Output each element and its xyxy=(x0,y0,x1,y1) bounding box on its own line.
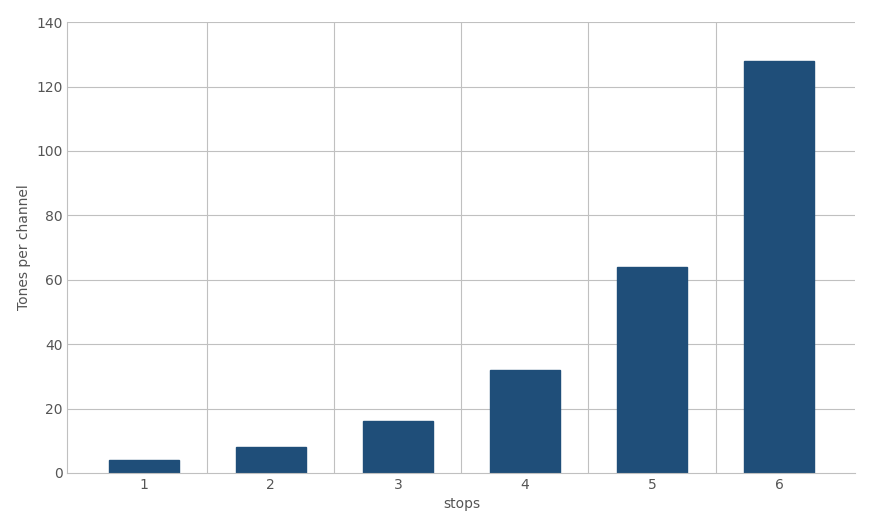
Bar xyxy=(235,447,306,473)
Bar xyxy=(617,267,687,473)
Y-axis label: Tones per channel: Tones per channel xyxy=(17,185,31,310)
X-axis label: stops: stops xyxy=(443,497,480,511)
Bar xyxy=(363,421,433,473)
Bar xyxy=(744,61,814,473)
Bar xyxy=(490,370,560,473)
Bar xyxy=(109,460,179,473)
